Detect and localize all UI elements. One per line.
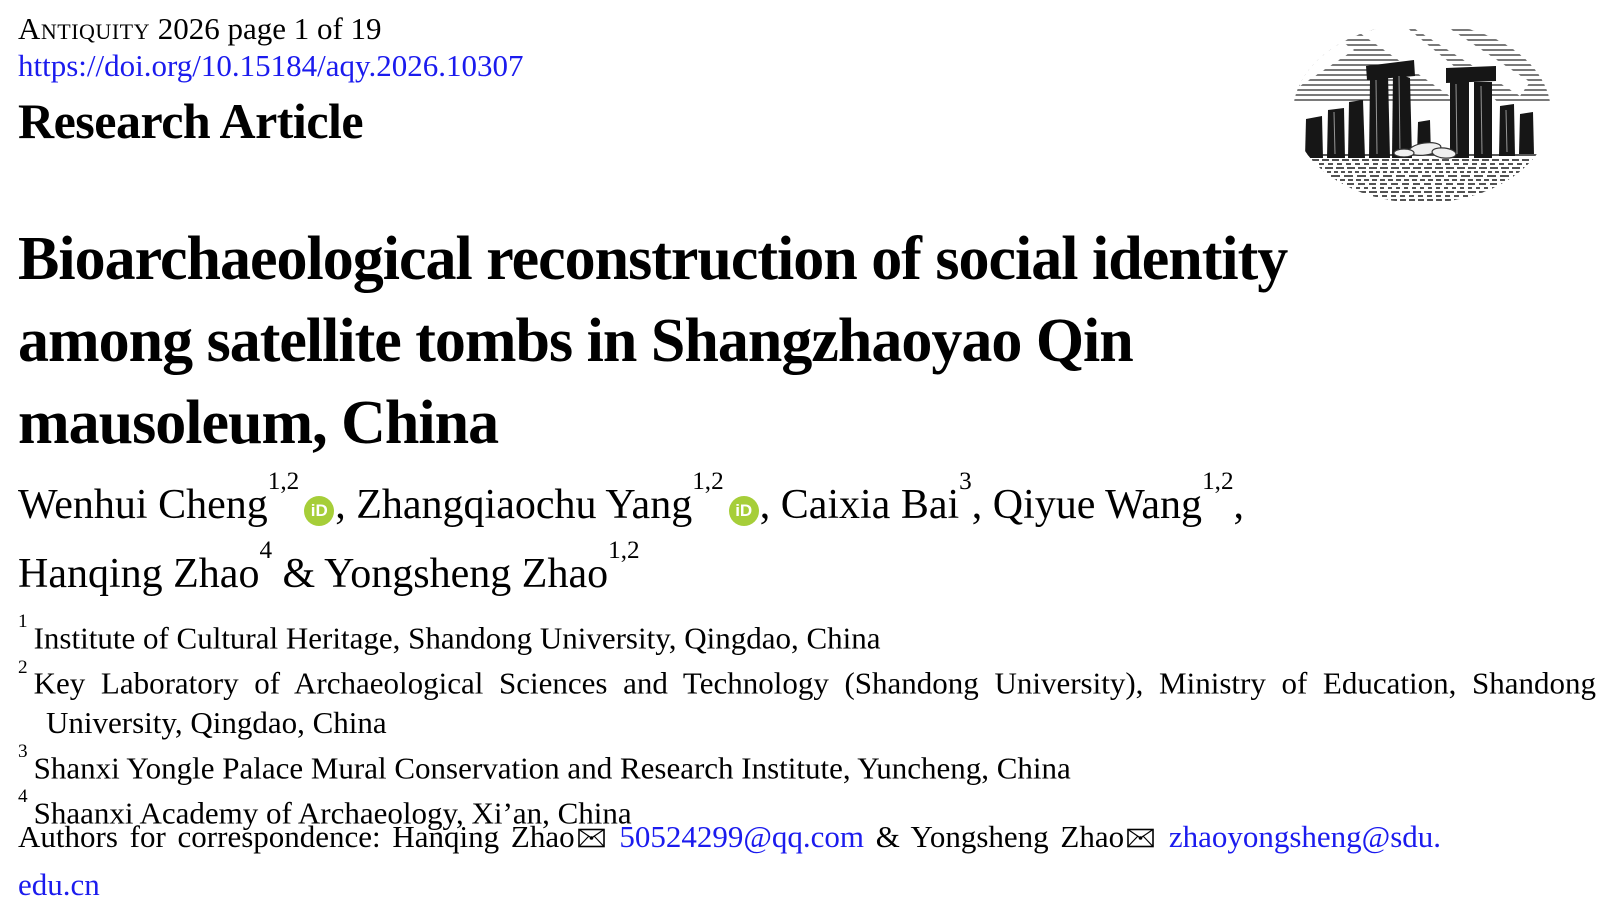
email-icon [577, 814, 605, 861]
affiliation-2-number: 2 [18, 656, 28, 678]
email-2-part-1: zhaoyongsheng@sdu. [1168, 819, 1442, 854]
author-separator: , [971, 482, 993, 528]
author-4-name: Qiyue Wang [992, 482, 1203, 528]
author-4: Qiyue Wang1,2, [992, 468, 1245, 528]
orcid-icon[interactable]: iD [304, 496, 335, 526]
correspondence-line: Authors for correspondence: Hanqing Zhao… [18, 813, 1598, 908]
affiliation-4-text: Shaanxi Academy of Archaeology, Xi’an, C… [33, 795, 632, 831]
affiliation-3: 3 Shanxi Yongle Palace Mural Conservation… [18, 741, 1596, 787]
correspondence-name-2: Yongsheng Zhao [910, 819, 1125, 854]
author-2-name: Zhangqiaochu Yang [356, 482, 693, 528]
affiliation-2: 2 Key Laboratory of Archaeological Scienc… [18, 657, 1596, 741]
orcid-icon[interactable]: iD [728, 496, 759, 526]
header-block: Antiquity 2026 page 1 of 19 https://doi.… [18, 10, 523, 149]
doi-link[interactable]: https://doi.org/10.15184/aqy.2026.10307 [18, 48, 524, 83]
author-6-affil-sup: 1,2 [608, 537, 640, 565]
correspondence-ampersand: & [875, 819, 900, 854]
author-1-affil-sup: 1,2 [267, 468, 300, 496]
email-link-2[interactable]: zhaoyongsheng@sdu. edu.cn [18, 819, 1441, 902]
author-4-affil-sup: 1,2 [1202, 468, 1234, 496]
author-2-affil-sup: 1,2 [692, 468, 724, 496]
author-list: Wenhui Cheng1,2iD, Zhangqiaochu Yang1,2i… [18, 466, 1508, 604]
article-type-heading: Research Article [18, 93, 364, 149]
author-3: Caixia Bai3, [780, 468, 993, 528]
title-line-2: among satellite tombs in Shangzhaoyao Qi… [18, 307, 1134, 375]
author-separator: , [335, 482, 357, 528]
affiliation-3-text: Shanxi Yongle Palace Mural Conservation … [33, 749, 1071, 785]
author-1-name: Wenhui Cheng [18, 482, 268, 528]
article-title: Bioarchaeological reconstruction of soci… [18, 218, 1508, 464]
correspondence-name-1: Hanqing Zhao [392, 819, 575, 854]
affiliation-4-number: 4 [18, 786, 28, 808]
author-group-last: Hanqing Zhao4 & Yongsheng Zhao1,2 [18, 537, 640, 597]
affiliation-1-text: Institute of Cultural Heritage, Shandong… [33, 620, 881, 656]
author-separator: , [1233, 482, 1245, 528]
page-info: 2026 page 1 of 19 [149, 11, 382, 46]
title-line-3: mausoleum, China [18, 389, 499, 457]
affiliation-3-number: 3 [18, 741, 28, 763]
affiliation-list: 1 Institute of Cultural Heritage, Shandon… [18, 611, 1596, 832]
journal-meta-line: Antiquity 2026 page 1 of 19 [18, 10, 523, 47]
affiliation-2-text: Key Laboratory of Archaeological Science… [33, 665, 1596, 740]
affiliation-4: 4 Shaanxi Academy of Archaeology, Xi’an, … [18, 786, 1596, 832]
email-link-1[interactable]: 50524299@qq.com [619, 819, 865, 854]
author-5-affil-sup: 4 [259, 537, 273, 565]
email-icon [1127, 814, 1154, 861]
author-2: Zhangqiaochu Yang1,2iD, [356, 468, 781, 528]
author-3-affil-sup: 3 [959, 468, 972, 496]
antiquity-stonehenge-logo [1292, 22, 1552, 204]
author-6: Yongsheng Zhao1,2 [324, 537, 639, 597]
author-separator: , [759, 482, 781, 528]
journal-name: Antiquity [18, 11, 150, 46]
affiliation-1-number: 1 [18, 611, 28, 633]
email-2-part-2: edu.cn [18, 867, 100, 902]
correspondence-prefix: Authors for correspondence: [18, 819, 381, 854]
author-5-name: Hanqing Zhao [18, 551, 260, 597]
affiliation-1: 1 Institute of Cultural Heritage, Shandon… [18, 611, 1596, 657]
author-1: Wenhui Cheng1,2iD, [18, 468, 357, 528]
author-5: Hanqing Zhao4 & [18, 537, 325, 597]
stonehenge-engraving-icon [1293, 23, 1551, 203]
author-6-name: Yongsheng Zhao [324, 551, 609, 597]
title-line-1: Bioarchaeological reconstruction of soci… [18, 225, 1288, 293]
author-separator: & [272, 551, 325, 597]
author-3-name: Caixia Bai [780, 482, 960, 528]
